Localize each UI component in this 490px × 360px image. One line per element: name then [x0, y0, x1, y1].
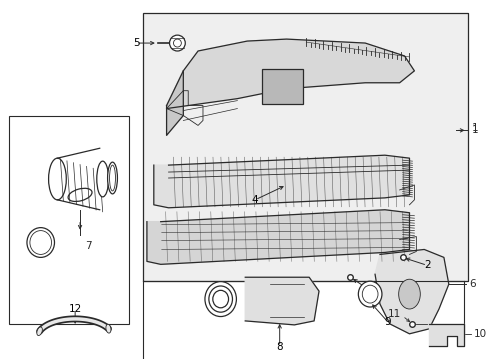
Ellipse shape — [97, 161, 109, 197]
Ellipse shape — [205, 282, 236, 316]
Text: 4: 4 — [252, 195, 258, 205]
Bar — [262, 69, 303, 104]
Ellipse shape — [106, 324, 111, 333]
Ellipse shape — [49, 158, 66, 200]
Text: 10: 10 — [473, 329, 487, 339]
Polygon shape — [167, 39, 415, 109]
Circle shape — [170, 35, 185, 51]
Ellipse shape — [27, 228, 54, 257]
Ellipse shape — [209, 286, 232, 312]
Ellipse shape — [37, 327, 42, 336]
Polygon shape — [147, 210, 410, 264]
Ellipse shape — [108, 162, 118, 194]
Text: 6: 6 — [469, 279, 476, 289]
Polygon shape — [429, 324, 464, 346]
Polygon shape — [375, 249, 449, 334]
Ellipse shape — [399, 279, 420, 309]
Polygon shape — [154, 155, 410, 208]
Text: 5: 5 — [133, 38, 140, 48]
Text: 2: 2 — [424, 260, 431, 270]
Text: 7: 7 — [85, 242, 91, 252]
Ellipse shape — [213, 291, 228, 308]
Text: 9: 9 — [385, 317, 391, 327]
Text: 12: 12 — [69, 304, 82, 314]
Polygon shape — [167, 71, 183, 135]
Text: 1: 1 — [471, 123, 478, 134]
Text: 3: 3 — [365, 284, 371, 294]
Polygon shape — [245, 277, 319, 325]
Bar — [143, 13, 467, 281]
Text: 1: 1 — [471, 125, 478, 135]
Text: 11: 11 — [388, 309, 401, 319]
Bar — [9, 116, 129, 324]
Ellipse shape — [358, 281, 382, 307]
Text: 8: 8 — [276, 342, 283, 352]
